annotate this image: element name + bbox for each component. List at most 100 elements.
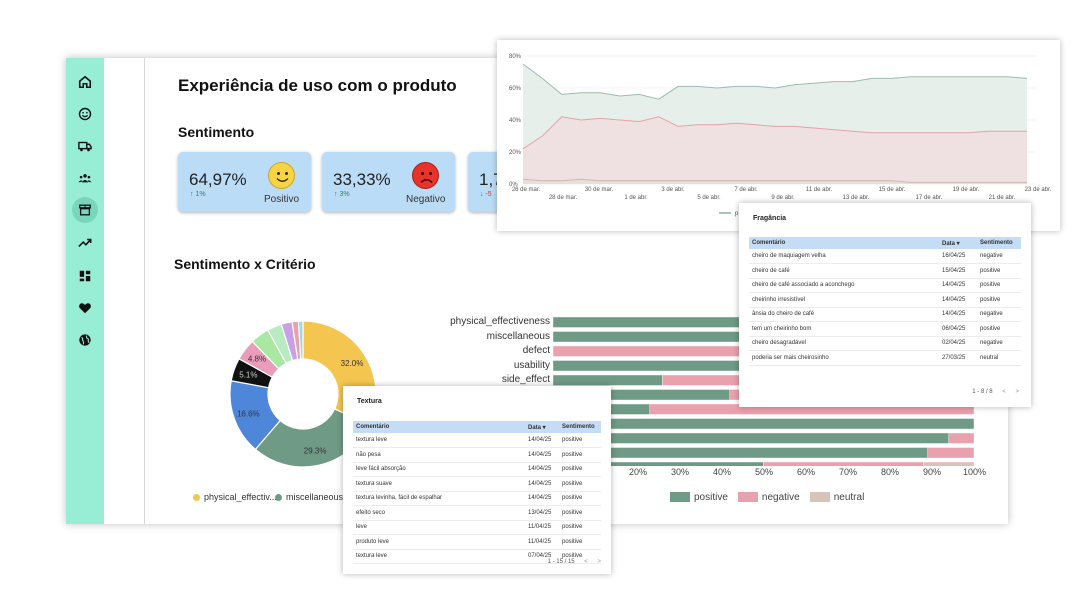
sentiment-section-title: Sentimento — [178, 124, 255, 140]
bar-segment-neutral[interactable] — [923, 461, 975, 466]
sentiment-cell: negative — [977, 307, 1021, 322]
date-cell: 14/04/25 — [939, 307, 977, 322]
pager-next-icon[interactable]: > — [1015, 389, 1019, 395]
table-row[interactable]: textura leve 07/04/25 positive — [353, 549, 601, 564]
pager-next-icon[interactable]: > — [597, 559, 601, 565]
bar-segment-positive[interactable] — [553, 461, 764, 466]
table-row[interactable]: efeito seco 13/04/25 positive — [353, 505, 601, 521]
texture-table: Comentário Data ▾ Sentimento textura lev… — [353, 421, 601, 564]
bar-segment-positive[interactable] — [553, 432, 949, 444]
y-tick: 80% — [509, 54, 522, 60]
table-row[interactable]: tem um cheirinho bom 06/04/25 positive — [749, 321, 1021, 337]
table-row[interactable]: poderia ser mais cheirosinho 27/03/25 neut… — [749, 350, 1021, 366]
table-row[interactable]: textura levinha, fácil de espalhar 14/04/… — [353, 491, 601, 506]
line-negative[interactable] — [522, 116, 1027, 150]
comment-cell: cheiro desagradável — [749, 336, 939, 351]
sentiment-cell: positive — [977, 292, 1021, 308]
date-cell: 06/04/25 — [939, 321, 977, 337]
area-neutral — [523, 179, 1027, 184]
line-positive[interactable] — [522, 63, 1028, 100]
donut-slice-9[interactable] — [297, 320, 304, 360]
truck-icon[interactable] — [73, 134, 97, 158]
bar-category-label: side_effect — [501, 374, 550, 385]
table-row[interactable]: leve fácil absorção 14/04/25 positive — [353, 462, 601, 477]
donut-legend-item: miscellaneous — [275, 492, 343, 502]
table-row[interactable]: ânsia do cheiro de café 14/04/25 negative — [749, 307, 1021, 322]
bar-segment-negative[interactable] — [763, 461, 924, 466]
legend-item-neutral[interactable]: neutral — [809, 492, 864, 503]
kpi-delta: ↑ 1% — [190, 191, 206, 198]
y-tick: 60% — [509, 86, 522, 92]
sentiment-cell: neutral — [977, 350, 1021, 366]
table-row[interactable]: cheirinho irresistível 14/04/25 positive — [749, 292, 1021, 308]
sentiment-cell: positive — [559, 505, 601, 521]
y-tick: 0% — [509, 182, 518, 188]
column-header-comentario[interactable]: Comentário — [749, 237, 939, 249]
comment-cell: tem um cheirinho bom — [749, 321, 939, 337]
legend-swatch — [275, 493, 282, 501]
x-tick: 30 de mar. — [585, 187, 614, 193]
store-icon[interactable] — [72, 197, 98, 223]
comment-cell: não pesa — [353, 447, 525, 463]
trending-up-icon[interactable] — [73, 231, 97, 255]
x-tick: 70% — [839, 467, 858, 477]
column-header-sentimento[interactable]: Sentimento — [977, 237, 1021, 249]
x-tick: 1 de abr. — [624, 195, 648, 201]
date-cell: 14/04/25 — [525, 447, 559, 463]
globe-icon[interactable] — [73, 328, 97, 352]
bar-segment-positive[interactable] — [553, 374, 663, 386]
comment-cell: cheirinho irresistível — [749, 292, 939, 308]
kpi-value: 64,97% — [189, 170, 247, 189]
bar-segment-negative[interactable] — [927, 447, 975, 459]
smiley-icon[interactable] — [73, 102, 97, 126]
column-header-data[interactable]: Data ▾ — [525, 421, 559, 433]
pager-prev-icon[interactable]: < — [584, 559, 588, 565]
pager-prev-icon[interactable]: < — [1002, 389, 1006, 395]
dashboard-icon[interactable] — [73, 264, 97, 288]
x-tick: 17 de abr. — [916, 195, 943, 201]
table-row[interactable]: cheiro de café associado a aconchego 14/0… — [749, 278, 1021, 293]
heart-icon[interactable] — [73, 296, 97, 320]
group-icon[interactable] — [73, 166, 97, 190]
table-row[interactable]: textura leve 14/04/25 positive — [353, 433, 601, 448]
bar-segment-negative[interactable] — [948, 432, 975, 444]
y-tick: 40% — [509, 118, 522, 124]
kpi-delta: ↓ -5 — [480, 191, 492, 198]
table-row[interactable]: cheiro de café 15/04/25 positive — [749, 263, 1021, 279]
column-header-comentario[interactable]: Comentário — [353, 421, 525, 433]
table-row[interactable]: não pesa 14/04/25 positive — [353, 447, 601, 463]
date-cell: 16/04/25 — [939, 249, 977, 264]
kpi-label: Negativo — [406, 194, 446, 205]
donut-slice-label: 5.1% — [239, 371, 257, 380]
x-tick: 20% — [629, 467, 648, 477]
y-tick: 20% — [509, 150, 522, 156]
sentiment-cell: positive — [977, 278, 1021, 293]
table-row[interactable]: textura suave 14/04/25 positive — [353, 476, 601, 492]
comment-cell: leve fácil absorção — [353, 462, 525, 477]
legend-item-negative[interactable]: negative — [737, 492, 800, 503]
table-pager: 1 - 8 / 8 < > — [972, 389, 1019, 395]
bar-category-label: physical_effectiveness — [450, 316, 550, 327]
table-body: textura leve 14/04/25 positive não pesa 14/0… — [353, 433, 601, 564]
line-neutral[interactable] — [522, 178, 1027, 183]
bar-segment-positive[interactable] — [553, 418, 975, 430]
table-row[interactable]: cheiro desagradável 02/04/25 negative — [749, 336, 1021, 351]
date-cell: 11/04/25 — [525, 534, 559, 550]
happy-face-icon — [268, 162, 295, 189]
table-row[interactable]: leve 11/04/25 positive — [353, 520, 601, 535]
home-icon[interactable] — [73, 70, 97, 94]
column-header-data[interactable]: Data ▾ — [939, 237, 977, 249]
date-cell: 14/04/25 — [525, 491, 559, 506]
table-row[interactable]: produto leve 11/04/25 positive — [353, 534, 601, 550]
date-cell: 14/04/25 — [525, 433, 559, 448]
column-header-sentimento[interactable]: Sentimento — [559, 421, 601, 433]
x-tick: 21 de abr. — [989, 195, 1016, 201]
table-row[interactable]: cheiro de maquiagem velha 16/04/25 negativ… — [749, 249, 1021, 264]
comment-cell: cheiro de café associado a aconchego — [749, 278, 939, 293]
comment-cell: produto leve — [353, 534, 525, 550]
comment-cell: poderia ser mais cheirosinho — [749, 350, 939, 366]
legend-item-positive[interactable]: positive — [670, 492, 728, 503]
comment-cell: ânsia do cheiro de café — [749, 307, 939, 322]
pager-range: 1 - 8 / 8 — [972, 389, 993, 395]
table-pager: 1 - 15 / 15 < > — [548, 559, 601, 565]
